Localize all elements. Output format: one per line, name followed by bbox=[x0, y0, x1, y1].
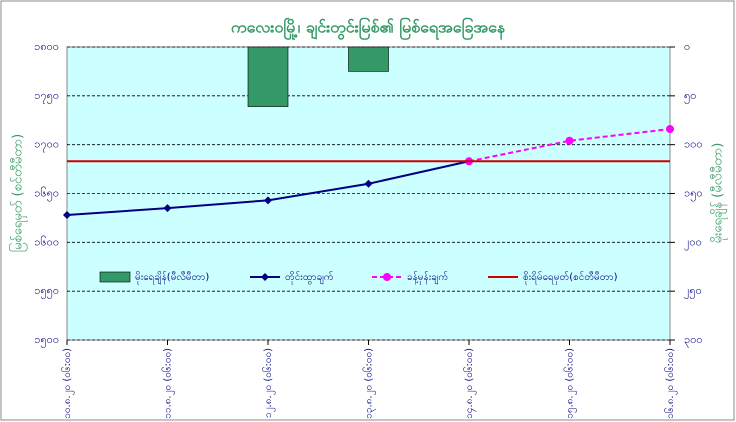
y-tick-label: ၁၅၅၀ bbox=[34, 284, 59, 299]
y-tick-label: ၁၇၀၀ bbox=[34, 138, 59, 153]
y-tick-label: ၁၇၅၀ bbox=[34, 89, 59, 104]
bar bbox=[348, 46, 389, 72]
marker bbox=[163, 204, 172, 213]
y2-tick-label: ၂၀၀ bbox=[684, 235, 702, 250]
x-tick-label: ၁၆.၈.၂၀ (၀၆:၀၀) bbox=[663, 348, 678, 419]
legend-swatch bbox=[383, 273, 391, 281]
y2-tick-label: ၂၅၀ bbox=[684, 284, 702, 299]
y2-tick-label: ၁၅၀ bbox=[684, 187, 703, 202]
y-tick-label: ၁၅၀၀ bbox=[34, 333, 59, 348]
marker bbox=[63, 210, 71, 219]
y2-tick-label: ၃၀၀ bbox=[684, 333, 703, 348]
x-tick-label: ၁၃.၈.၂၀ (၀၆:၀၀) bbox=[362, 348, 377, 419]
y2-tick-label: ၀ bbox=[684, 40, 690, 53]
y2-axis-label: မိုးရေချိန် (မီလီမီတာ) bbox=[710, 143, 728, 244]
y-tick-label: ၁၆၅၀ bbox=[34, 187, 59, 202]
y-tick-label: ၁၈၀၀ bbox=[34, 40, 59, 53]
legend-label: တိုင်းထွာချက် bbox=[285, 270, 334, 285]
y-tick-label: ၁၆၀၀ bbox=[34, 235, 59, 248]
marker bbox=[264, 196, 272, 205]
y-axis-label: မြစ်ရေမှတ် (စင်တီမီတာ) bbox=[9, 134, 28, 252]
legend-label: စိုးရိမ်ရေမှတ်(စင်တီမီတာ) bbox=[523, 270, 618, 285]
legend-swatch bbox=[261, 273, 269, 281]
legend-label: ခန့်မှန်းချက် bbox=[407, 270, 448, 285]
y2-tick-label: ၁၀၀ bbox=[684, 138, 703, 151]
marker bbox=[565, 136, 574, 145]
x-tick-label: ၁၅.၈.၂၀ (၀၆:၀၀) bbox=[563, 348, 578, 419]
x-tick-label: ၁၀.၈.၂၀ (၀၆:၀၀) bbox=[60, 348, 75, 419]
legend-label: မိုးရေချိန်(မီလီမီတာ) bbox=[135, 270, 209, 285]
x-tick-label: ၁၁.၈.၂၀ (၀၆:၀၀) bbox=[161, 348, 176, 419]
x-tick-label: ၁၂.၈.၂၀ (၀၆:၀၀) bbox=[261, 348, 276, 418]
y2-tick-label: ၅၀ bbox=[684, 89, 696, 104]
bar bbox=[247, 46, 289, 107]
x-tick-label: ၁၄.၈.၂၀ (၀၆:၀၀) bbox=[462, 348, 477, 419]
marker bbox=[666, 125, 674, 134]
marker bbox=[364, 179, 373, 188]
line bbox=[468, 128, 671, 163]
legend-swatch bbox=[99, 271, 131, 283]
